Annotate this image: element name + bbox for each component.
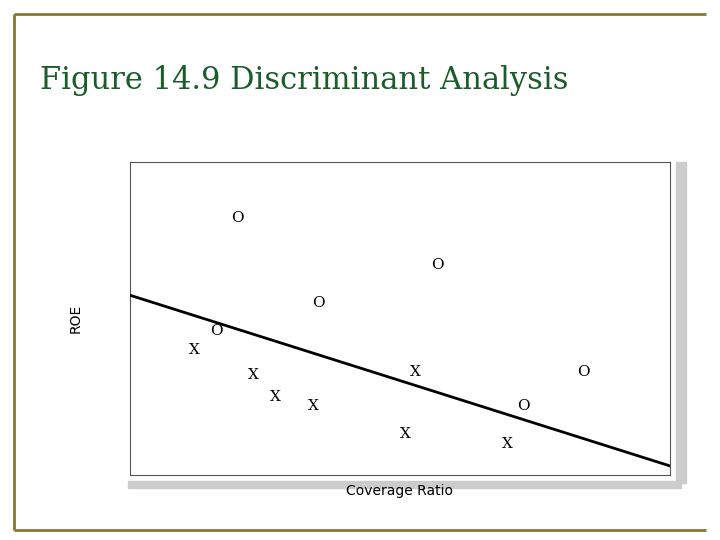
Text: X: X bbox=[410, 365, 421, 379]
Text: O: O bbox=[312, 296, 325, 310]
Text: O: O bbox=[431, 258, 444, 272]
Text: X: X bbox=[189, 343, 200, 357]
Text: X: X bbox=[400, 428, 410, 442]
Text: X: X bbox=[307, 399, 319, 413]
Text: ROE: ROE bbox=[68, 304, 83, 333]
Text: O: O bbox=[210, 324, 222, 338]
Text: X: X bbox=[270, 390, 281, 404]
X-axis label: Coverage Ratio: Coverage Ratio bbox=[346, 483, 453, 497]
Text: O: O bbox=[518, 399, 530, 413]
Text: Figure 14.9 Discriminant Analysis: Figure 14.9 Discriminant Analysis bbox=[40, 65, 568, 96]
Bar bbox=[676, 162, 685, 483]
Text: X: X bbox=[502, 437, 513, 451]
Text: X: X bbox=[248, 368, 259, 382]
Bar bbox=[128, 482, 681, 488]
Text: O: O bbox=[577, 365, 590, 379]
Text: O: O bbox=[231, 211, 244, 225]
